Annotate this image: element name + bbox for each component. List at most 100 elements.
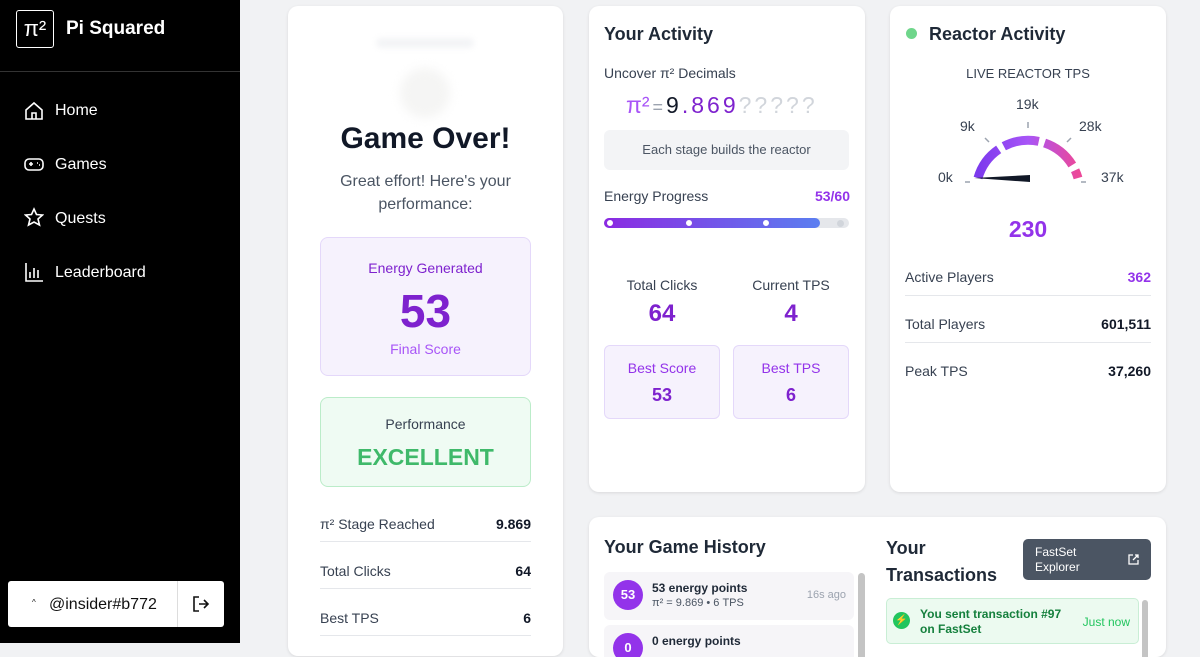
tx-text: You sent transaction #97 on FastSet xyxy=(920,607,1062,636)
dot xyxy=(605,218,615,228)
subtitle: Uncover π² Decimals xyxy=(604,65,736,81)
value: 53 xyxy=(651,385,673,405)
tx-icon: ⚡ xyxy=(893,612,910,629)
hint: Each stage builds the reactor xyxy=(604,130,849,170)
progress-fill xyxy=(604,218,820,228)
stat-label: Total Clicks xyxy=(626,277,698,293)
gauge-label: 19k xyxy=(1016,96,1039,112)
divider xyxy=(0,71,240,72)
hidden: ? xyxy=(786,92,799,118)
stat-row: Peak TPS 37,260 xyxy=(905,352,1151,390)
label: Total Players xyxy=(905,315,986,332)
gauge-ticks xyxy=(965,122,1086,183)
dot: . xyxy=(681,92,689,118)
gauge-label: 9k xyxy=(960,118,975,134)
integer: 9 xyxy=(666,92,679,118)
user-name[interactable]: @insider#b772 xyxy=(49,596,157,613)
hidden: ? xyxy=(754,92,768,118)
value: 9.869 xyxy=(495,515,531,532)
subtitle: Great effort! Here's your performance: xyxy=(340,173,511,213)
progress-track xyxy=(604,218,849,228)
value: 6 xyxy=(523,609,531,626)
value: 64 xyxy=(515,562,531,579)
item-time: 16s ago xyxy=(806,589,846,601)
dot xyxy=(684,218,694,228)
nav-home[interactable]: Home xyxy=(55,102,98,119)
needle xyxy=(974,175,1030,182)
scrollbar[interactable] xyxy=(1142,600,1148,657)
label: Energy Generated xyxy=(368,260,483,276)
label: Best Score xyxy=(627,360,697,376)
value: 53 xyxy=(399,285,452,337)
button-label: FastSet Explorer xyxy=(1035,545,1080,574)
best-box: Best TPS 6 xyxy=(733,345,849,419)
logout[interactable] xyxy=(192,595,210,613)
stat-value: 4 xyxy=(784,300,798,327)
hidden: ? xyxy=(801,92,815,118)
activity-card: Your Activity Uncover π² Decimals π² = 9… xyxy=(589,6,865,492)
tx-time: Just now xyxy=(1082,615,1130,629)
caption: Final Score xyxy=(390,341,461,357)
scrollbar[interactable] xyxy=(858,573,865,657)
dot xyxy=(761,218,771,228)
subtitle: LIVE REACTOR TPS xyxy=(966,66,1090,81)
transaction-item[interactable]: ⚡ You sent transaction #97 on FastSet Ju… xyxy=(886,598,1139,644)
title: Reactor Activity xyxy=(929,24,1066,44)
title: Your Activity xyxy=(604,24,714,44)
history-item[interactable]: 0 0 energy points xyxy=(604,625,854,657)
stat-row: Total Clicks 64 xyxy=(320,553,531,589)
external-icon xyxy=(1128,554,1139,565)
badge: 53 xyxy=(613,580,643,610)
hidden: ? xyxy=(738,92,752,118)
label: Best TPS xyxy=(320,609,379,626)
brand: Pi Squared xyxy=(66,18,166,39)
explorer-button[interactable]: FastSet Explorer xyxy=(1023,539,1151,580)
gauge xyxy=(965,122,1086,183)
gauge-arc xyxy=(973,135,1083,180)
label: Peak TPS xyxy=(905,363,968,379)
live-dot xyxy=(906,28,917,39)
progress-value: 53/60 xyxy=(814,188,850,204)
nav-games[interactable]: Games xyxy=(55,156,107,173)
label: Total Clicks xyxy=(320,562,391,579)
label: π² Stage Reached xyxy=(320,515,435,532)
gauge-label: 0k xyxy=(938,169,953,185)
value: 601,511 xyxy=(1101,315,1151,332)
best-box: Best Score 53 xyxy=(604,345,720,419)
hidden: ? xyxy=(770,92,784,118)
dot xyxy=(837,220,844,227)
nav-leaderboard[interactable]: Leaderboard xyxy=(55,264,146,281)
user-sep xyxy=(177,581,178,627)
value: 6 xyxy=(785,385,796,405)
stat-row: Total Players 601,511 xyxy=(905,305,1151,343)
progress-label: Energy Progress xyxy=(604,188,709,204)
nav-quests[interactable]: Quests xyxy=(55,210,106,227)
value: 37,260 xyxy=(1108,363,1151,379)
logo: π² xyxy=(16,10,54,48)
title: Your Game History xyxy=(604,537,766,557)
symbol: π² xyxy=(626,92,650,118)
page: π² Pi Squared Home Games Quests Leaderbo… xyxy=(0,0,1166,657)
history-item[interactable]: 53 53 energy points π² = 9.869 • 6 TPS 1… xyxy=(604,572,854,620)
label: Best TPS xyxy=(761,360,821,376)
reactor-card: Reactor Activity LIVE REACTOR TPS 0k 9k … xyxy=(890,6,1166,492)
equals: = xyxy=(652,97,664,117)
title: Game Over! xyxy=(340,122,511,155)
stat-row: Active Players 362 xyxy=(905,258,1151,296)
badge: 0 xyxy=(613,633,643,657)
label: Performance xyxy=(385,416,466,432)
title: Your Transactions xyxy=(886,538,998,585)
value: EXCELLENT xyxy=(357,444,494,470)
digit: 6 xyxy=(707,92,720,118)
equation: π² = 9 . 8 6 9 ? ? ? ? ? xyxy=(626,92,815,119)
energy-box: Energy Generated 53 Final Score xyxy=(320,237,531,376)
tps: 230 xyxy=(1008,216,1048,242)
stat-label: Current TPS xyxy=(752,277,830,293)
stat-row: Best TPS 6 xyxy=(320,600,531,636)
user-box: ^ @insider#b772 xyxy=(8,581,224,627)
item-detail: π² = 9.869 • 6 TPS xyxy=(652,597,744,609)
blur xyxy=(400,68,450,118)
item-title: 53 energy points xyxy=(652,581,748,595)
history-card: Your Game History 53 53 energy points π²… xyxy=(589,517,1166,657)
digit: 9 xyxy=(722,92,736,118)
